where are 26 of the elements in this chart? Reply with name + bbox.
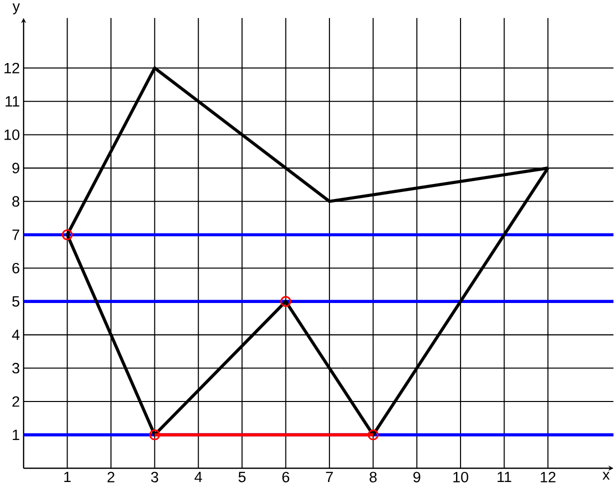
- y-tick-label: 12: [4, 62, 20, 74]
- x-tick-label: 6: [282, 472, 290, 482]
- x-tick-label: 10: [453, 472, 468, 482]
- y-tick-label: 4: [12, 330, 20, 340]
- y-tick-label: 1: [12, 430, 20, 440]
- y-tick-label: 5: [12, 296, 20, 307]
- x-axis-title: x: [602, 472, 610, 480]
- x-tick-label: 5: [238, 472, 246, 482]
- y-tick-label: 10: [4, 130, 20, 140]
- x-tick-label: 4: [194, 472, 202, 482]
- x-tick-label: 3: [151, 472, 158, 482]
- x-tick-label: 9: [413, 472, 420, 482]
- y-tick-label: 8: [12, 196, 20, 207]
- y-tick-label: 9: [12, 162, 20, 174]
- x-tick-label: 11: [498, 472, 512, 482]
- y-axis-title: y: [12, 4, 20, 14]
- x-tick-label: 2: [108, 472, 114, 482]
- y-tick-label: 2: [12, 396, 20, 407]
- x-tick-label: 12: [540, 472, 556, 482]
- y-tick-label: 11: [6, 96, 20, 107]
- y-tick-label: 6: [12, 262, 20, 274]
- y-tick-label: 3: [12, 363, 20, 374]
- x-tick-label: 8: [370, 472, 377, 482]
- x-tick-label: 7: [326, 472, 333, 482]
- x-tick-label: 1: [64, 472, 71, 482]
- y-tick-label: 7: [12, 230, 20, 240]
